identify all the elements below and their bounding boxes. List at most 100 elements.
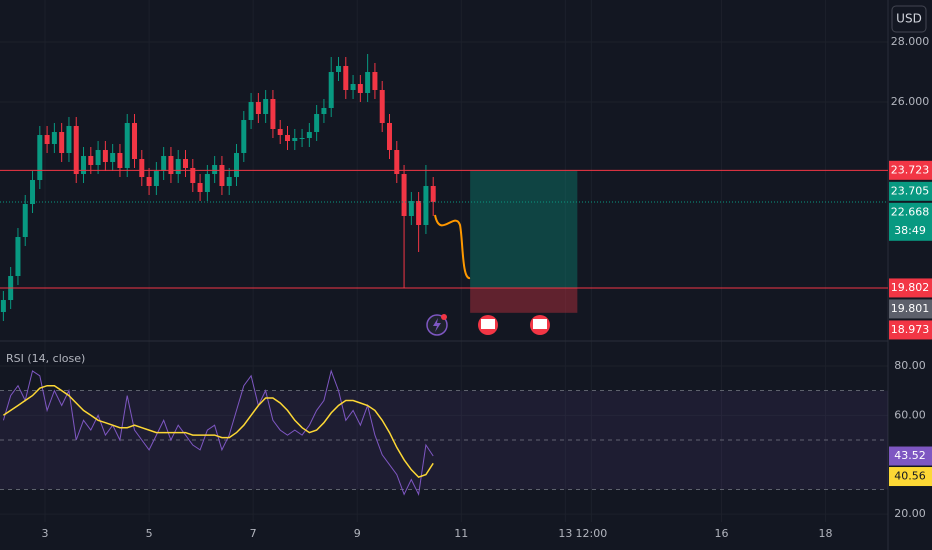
price-badge	[889, 278, 932, 298]
event-dot	[441, 314, 447, 320]
countdown-label: 38:49	[894, 224, 926, 237]
x-tick-label: 18	[819, 527, 833, 540]
candle-body	[401, 174, 407, 217]
currency-button[interactable]	[891, 5, 927, 33]
candle-body	[37, 135, 43, 181]
candle-body	[139, 159, 145, 178]
event-icons	[426, 314, 550, 336]
price-badge-label: 18.973	[891, 323, 930, 336]
x-tick-label: 9	[354, 527, 361, 540]
candle-body	[306, 132, 312, 139]
rsi-badge	[889, 467, 932, 487]
candle-body	[219, 165, 225, 187]
candle-body	[117, 153, 123, 169]
candle-body	[263, 99, 269, 115]
x-tick-label: 5	[146, 527, 153, 540]
rsi-tick-label: 80.00	[894, 359, 926, 372]
flag	[533, 319, 547, 329]
candle-body	[153, 171, 159, 187]
candle-body	[22, 204, 28, 238]
candle-body	[168, 156, 174, 175]
candle-body	[183, 159, 189, 169]
candle-body	[161, 156, 167, 172]
rsi-values-line	[2, 369, 434, 496]
candle-body	[59, 132, 65, 154]
candle-body	[15, 237, 21, 277]
price-badge	[889, 320, 932, 340]
candle-body	[357, 84, 363, 94]
candle-body	[277, 129, 283, 136]
x-tick-label: 3	[42, 527, 49, 540]
candle-body	[372, 72, 378, 91]
candle-body	[416, 201, 422, 226]
candle-body	[248, 102, 254, 121]
rsi-tick-label: 60.00	[894, 408, 926, 421]
candle-body	[132, 123, 138, 160]
rsi-tick-label: 20.00	[894, 507, 926, 520]
candle-body	[51, 132, 57, 145]
candle-body	[299, 138, 305, 140]
candle-body	[81, 156, 87, 175]
candle-body	[430, 186, 436, 202]
candle-body	[270, 99, 276, 130]
rsi-badge	[889, 446, 932, 466]
price-badge-label: 19.801	[891, 302, 930, 315]
candle-body	[110, 153, 116, 163]
candle-body	[73, 126, 79, 175]
x-tick-label: 7	[250, 527, 257, 540]
price-badge-label: 19.802	[891, 281, 930, 294]
projection-curve	[434, 214, 471, 279]
rsi-badge-label: 40.56	[894, 470, 926, 483]
grid	[0, 0, 888, 522]
candle-body	[379, 90, 385, 124]
candle-body	[365, 72, 371, 94]
candle-body	[408, 201, 414, 217]
x-tick-label: 12:00	[576, 527, 608, 540]
price-badge-label: 22.668	[891, 205, 930, 218]
candle-body	[386, 123, 392, 151]
y-tick-label: 28.000	[891, 35, 930, 48]
candle-body	[175, 159, 181, 175]
candle-body	[335, 66, 341, 73]
price-badge	[889, 160, 932, 180]
candle-body	[212, 165, 218, 175]
candle-body	[255, 102, 261, 115]
candle-body	[328, 72, 334, 109]
position-stop	[470, 287, 578, 313]
candle-body	[321, 108, 327, 115]
rsi-badge-label: 43.52	[894, 449, 926, 462]
price-pane	[0, 54, 436, 322]
candle-body	[350, 84, 356, 91]
x-tick-label: 11	[454, 527, 468, 540]
flag	[481, 319, 495, 329]
rsi-title: RSI (14, close)	[6, 352, 85, 365]
candle-body	[30, 180, 36, 205]
candle-body	[124, 123, 130, 169]
candle-body	[102, 150, 108, 163]
price-badge-label: 23.705	[891, 184, 930, 197]
candle-body	[226, 177, 232, 187]
candle-body	[88, 156, 94, 166]
candle-body	[234, 153, 240, 178]
candle-body	[241, 120, 247, 154]
candle-body	[0, 300, 6, 313]
candle-body	[66, 126, 72, 154]
position-target	[470, 170, 578, 288]
candle-body	[285, 135, 291, 142]
candle-body	[190, 168, 196, 184]
candle-body	[292, 138, 298, 142]
candle-body	[146, 177, 152, 187]
currency-label: USD	[896, 12, 922, 26]
candle-body	[197, 183, 203, 193]
price-badge	[889, 299, 932, 319]
price-badge-label: 23.723	[891, 163, 930, 176]
price-badge	[889, 181, 932, 201]
x-tick-label: 13	[558, 527, 572, 540]
candle-body	[394, 150, 400, 175]
x-tick-label: 16	[714, 527, 728, 540]
price-badge	[889, 202, 932, 241]
event-glyph	[433, 318, 441, 332]
candle-body	[423, 186, 429, 226]
candle-body	[44, 135, 50, 145]
